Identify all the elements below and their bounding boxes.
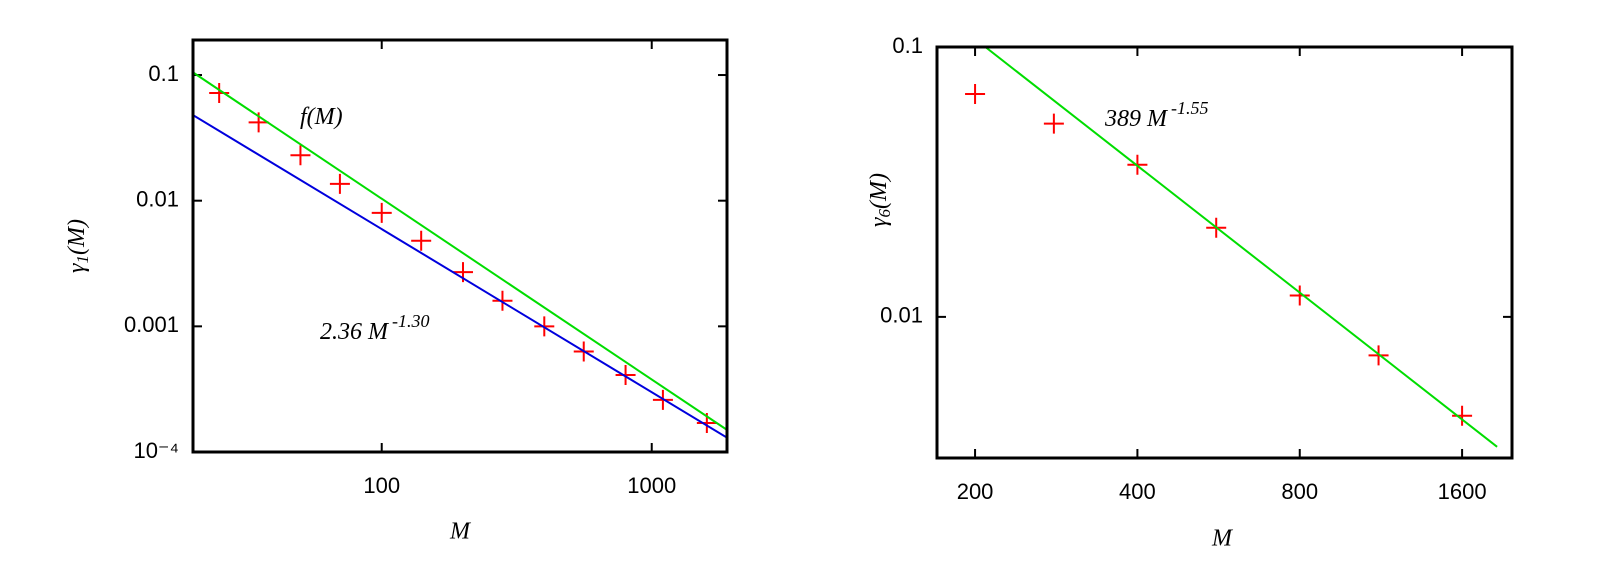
data-point <box>411 230 432 251</box>
y-label-sub: 1 <box>73 255 92 264</box>
y-tick-label: 0.01 <box>880 303 923 328</box>
y-axis-label: γ1(M) <box>64 219 92 273</box>
y-tick-label: 0.1 <box>892 33 923 58</box>
plot-frame <box>935 45 1514 460</box>
annotation: 389 M -1.55 <box>1104 98 1209 131</box>
x-tick-label: 200 <box>957 479 994 504</box>
subplot: 100 1000 10⁻⁴ 0.001 0.01 0.1 Mγ1(M) f(M) 2.36 M-… <box>64 38 729 545</box>
y-tick-label: 10⁻⁴ <box>133 438 179 463</box>
x-tick-label: 800 <box>1281 479 1318 504</box>
y-label-rest: (M) <box>64 219 90 255</box>
y-label-symbol: γ <box>866 217 892 227</box>
annotation-text: 2.36 M <box>320 319 390 345</box>
x-tick-label: 400 <box>1119 479 1156 504</box>
plot-frame <box>191 38 729 454</box>
data-point <box>492 290 513 311</box>
data-point <box>965 83 986 104</box>
annotation-text: f(M) <box>300 104 343 130</box>
y-axis-label: γ6(M) <box>866 173 894 227</box>
x-axis-label: M <box>449 519 472 545</box>
x-tick-label: 100 <box>363 473 400 498</box>
annotation-sup: -1.30 <box>392 311 430 331</box>
y-tick-label: 0.1 <box>148 61 179 86</box>
fit-line <box>193 71 727 431</box>
y-tick-label: 0.001 <box>124 312 179 337</box>
data-point <box>1043 113 1064 134</box>
y-label-symbol: γ <box>64 263 90 273</box>
data-point <box>371 202 392 223</box>
fit-line <box>193 114 727 439</box>
annotation-text: 389 M <box>1104 106 1169 132</box>
annotation: 2.36 M -1.30 <box>320 311 430 344</box>
annotation-sup: -1.55 <box>1171 98 1209 118</box>
data-point <box>1452 405 1473 426</box>
x-tick-label: 1000 <box>627 473 676 498</box>
y-label-rest: (M) <box>866 173 892 209</box>
annotation: f(M) <box>300 104 343 130</box>
fit-line <box>984 47 1498 448</box>
subplot: 200 400 800 1600 0.01 0.1 Mγ6(M) 389 M -1.55 <box>866 33 1514 552</box>
y-label-sub: 6 <box>875 209 894 218</box>
data-point <box>1289 285 1310 306</box>
x-tick-label: 1600 <box>1438 479 1487 504</box>
data-point <box>209 82 230 103</box>
x-axis-label: M <box>1211 526 1234 552</box>
data-point <box>329 173 350 194</box>
data-point <box>615 364 636 385</box>
data-point <box>290 145 311 166</box>
y-tick-label: 0.01 <box>136 186 179 211</box>
